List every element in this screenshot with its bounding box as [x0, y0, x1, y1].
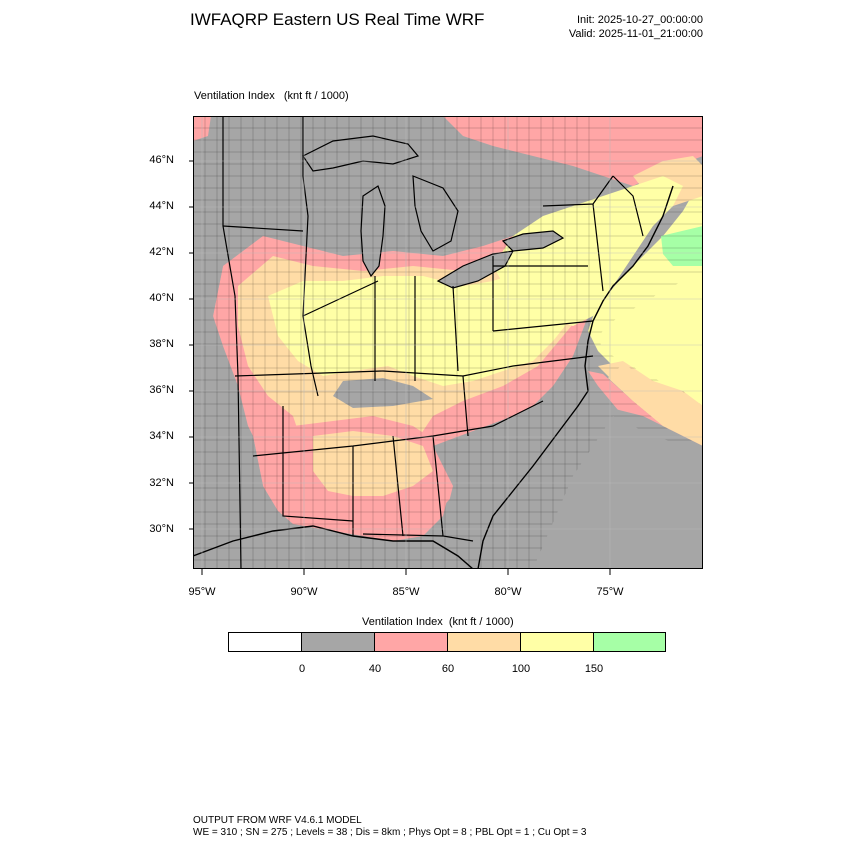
colorbar	[228, 632, 666, 652]
lake-huron	[412, 175, 459, 252]
lon-label-95: 95°W	[188, 586, 216, 598]
colorbar-bin-100-150	[520, 632, 594, 652]
colorbar-label-100: 100	[511, 663, 531, 675]
init-time: Init: 2025-10-27_00:00:00	[577, 14, 703, 26]
lat-label-38: 38°N	[149, 338, 174, 350]
field-label: Ventilation Index (knt ft / 1000)	[194, 90, 349, 102]
lake-erie	[436, 250, 515, 289]
axis-ticks	[189, 160, 611, 575]
atlantic-coastline	[477, 185, 674, 569]
footer-line-1: OUTPUT FROM WRF V4.6.1 MODEL	[193, 815, 362, 826]
lat-label-36: 36°N	[149, 384, 174, 396]
lon-label-75: 75°W	[596, 586, 624, 598]
colorbar-label-40: 40	[368, 663, 382, 675]
colorbar-label-150: 150	[584, 663, 604, 675]
southeast-low-region	[433, 401, 563, 569]
colorbar-bin-0-40	[301, 632, 375, 652]
lon-label-85: 85°W	[392, 586, 420, 598]
ocean-mask-low	[533, 416, 703, 569]
tn-valley-low	[333, 378, 433, 408]
lon-label-80: 80°W	[494, 586, 522, 598]
colorbar-bin-60-100	[447, 632, 521, 652]
northeast-yellow-region	[493, 176, 683, 326]
colorbar-label-0: 0	[298, 663, 306, 675]
footer-line-2: WE = 310 ; SN = 275 ; Levels = 38 ; Dis …	[193, 827, 587, 838]
lat-label-42: 42°N	[149, 246, 174, 258]
ocean-mask-orange	[608, 364, 703, 446]
lat-label-32: 32°N	[149, 477, 174, 489]
colorbar-bin-40-60	[374, 632, 448, 652]
model-footer: OUTPUT FROM WRF V4.6.1 MODEL WE = 310 ; …	[193, 815, 586, 839]
county-grid	[193, 116, 703, 569]
colorbar-bin-below-0	[228, 632, 302, 652]
run-info: Init: 2025-10-27_00:00:00 Valid: 2025-11…	[569, 13, 703, 41]
valid-time: Valid: 2025-11-01_21:00:00	[568, 28, 703, 40]
page-title: IWFAQRP Eastern US Real Time WRF	[190, 10, 485, 29]
colorbar-title: Ventilation Index (knt ft / 1000)	[362, 616, 514, 628]
lat-label-44: 44°N	[149, 200, 174, 212]
colorbar-bin-above-150	[593, 632, 666, 652]
gulf-coastline	[193, 525, 474, 569]
lake-superior	[302, 135, 420, 172]
map-frame	[193, 116, 703, 569]
lat-label-46: 46°N	[149, 154, 174, 166]
ventilation-index-map	[193, 116, 703, 569]
lon-label-90: 90°W	[290, 586, 318, 598]
ocean-mask-yellow	[598, 276, 703, 406]
lat-label-30: 30°N	[149, 523, 174, 535]
graticule	[193, 116, 703, 569]
lat-label-40: 40°N	[149, 292, 174, 304]
colorbar-label-60: 60	[441, 663, 455, 675]
southwest-low-region	[193, 196, 278, 569]
lat-label-34: 34°N	[149, 430, 174, 442]
